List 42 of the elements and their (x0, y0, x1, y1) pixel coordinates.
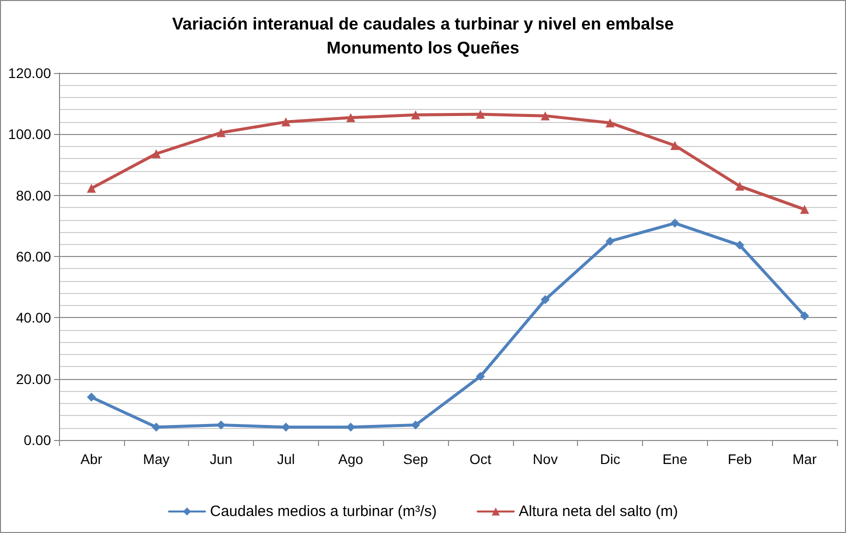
x-tick-label: Mar (792, 451, 817, 467)
x-tick-label: Feb (728, 451, 752, 467)
legend-label: Altura neta del salto (m) (518, 503, 678, 520)
x-tick-label: Jul (276, 451, 295, 467)
x-tick-label: Nov (532, 451, 558, 467)
x-tick-label: Dic (600, 451, 620, 467)
point (606, 236, 615, 246)
point (670, 218, 680, 228)
x-tick-label: May (143, 451, 170, 467)
point (735, 182, 744, 191)
x-tick-label: Oct (470, 451, 492, 467)
y-tick-label: 100.00 (8, 126, 52, 142)
legend-label: Caudales medios a turbinar (m³/s) (210, 503, 437, 520)
point (476, 372, 485, 381)
y-tick-label: 40.00 (16, 310, 52, 326)
point (735, 240, 744, 250)
point (411, 420, 420, 430)
x-tick-label: Sep (403, 451, 428, 467)
y-tick-label: 80.00 (16, 187, 52, 204)
chart-title: Variación interanual de caudales a turbinar y nivel en embalse Monumento los Queñes (172, 14, 674, 58)
point (411, 110, 420, 120)
point (476, 110, 485, 119)
point (800, 311, 810, 320)
point (86, 392, 96, 402)
y-tick-label: 0.00 (24, 432, 52, 448)
point (540, 111, 550, 120)
y-tick-label: 60.00 (16, 248, 52, 264)
y-tick-label: 120.00 (8, 65, 52, 81)
point (346, 113, 356, 122)
x-tick-label: Abr (80, 451, 103, 467)
point (281, 117, 290, 126)
point (216, 128, 226, 138)
point (800, 204, 810, 214)
x-tick-label: Ago (338, 451, 364, 467)
x-tick-label: Jun (210, 451, 232, 467)
point (540, 295, 550, 304)
x-tick-label: Ene (662, 451, 688, 467)
y-tick-label: 20.00 (16, 370, 52, 387)
point (152, 149, 161, 158)
point (670, 140, 680, 150)
point (86, 184, 96, 193)
point (606, 118, 615, 128)
